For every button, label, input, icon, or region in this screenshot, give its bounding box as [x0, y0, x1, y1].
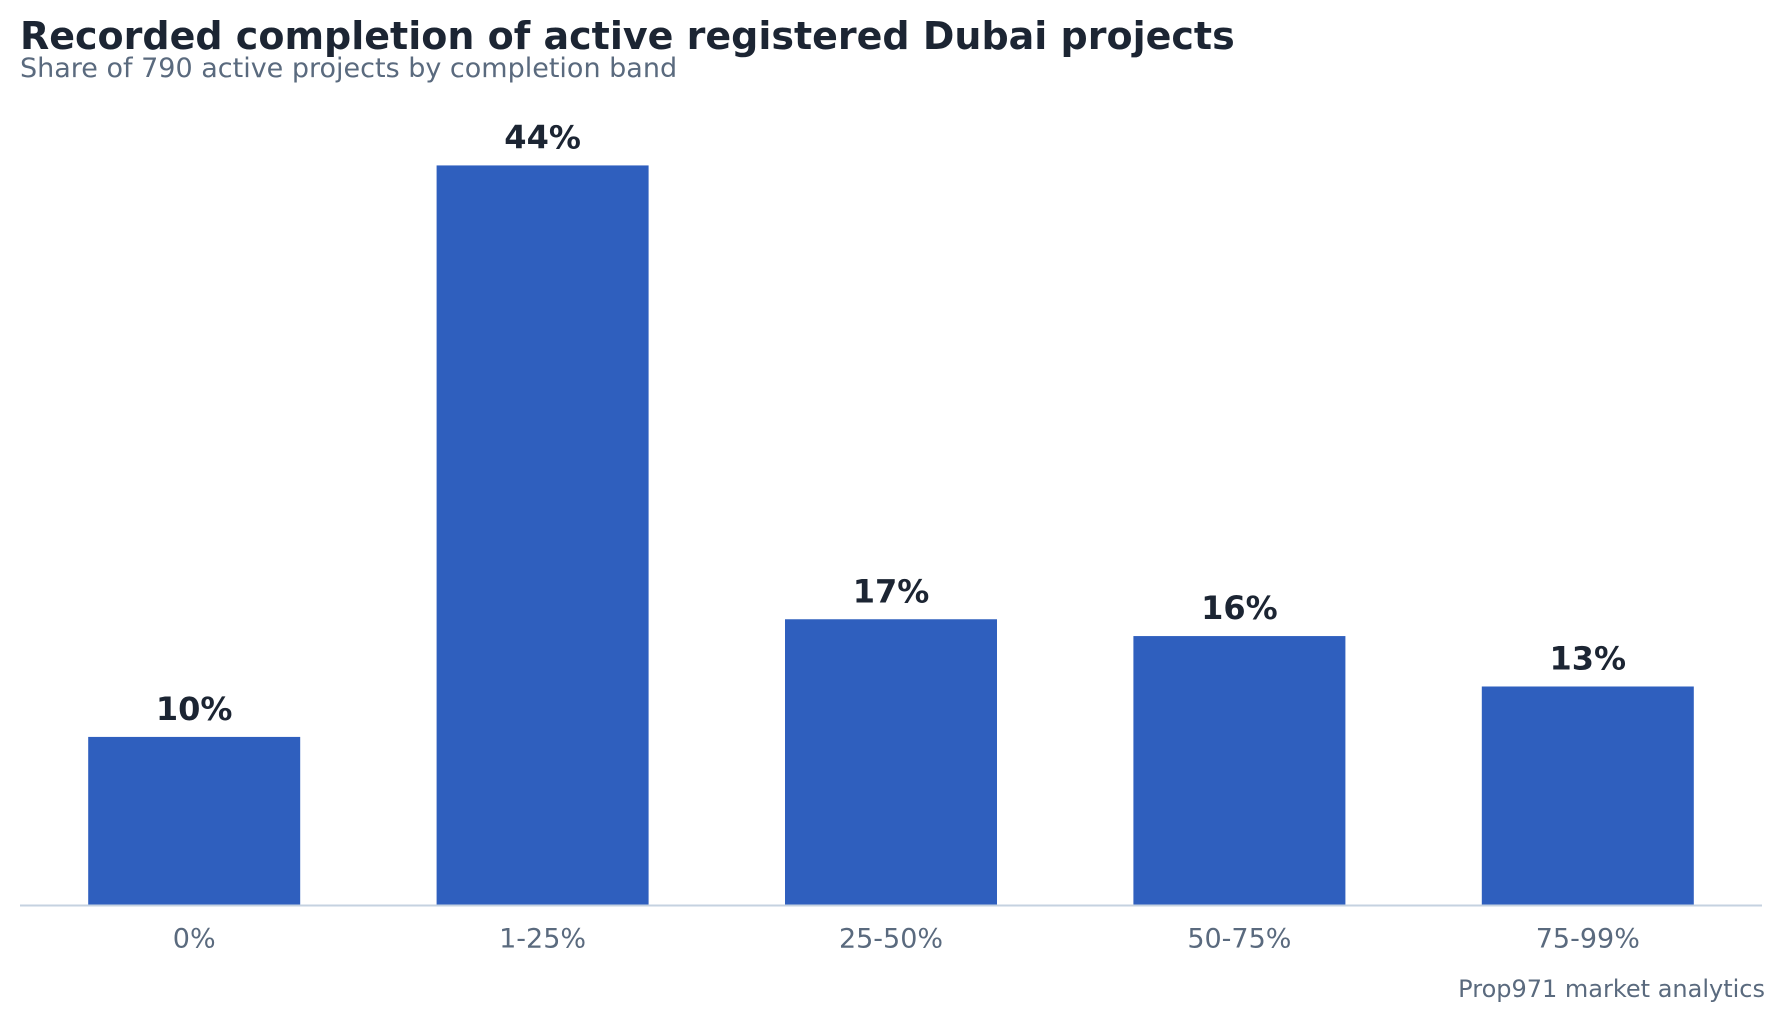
x-tick-label-0: 0%	[173, 924, 216, 955]
bar-0	[88, 736, 301, 905]
x-tick-label-4: 75-99%	[1536, 924, 1640, 955]
chart-subtitle: Share of 790 active projects by completi…	[20, 53, 678, 84]
bar-3	[1133, 636, 1346, 905]
bar-2	[785, 619, 997, 905]
bars-layer	[88, 165, 1694, 905]
x-tick-label-2: 25-50%	[839, 924, 943, 955]
x-tick-label-1: 1-25%	[499, 924, 586, 955]
bar-4	[1481, 686, 1694, 905]
value-label-1: 44%	[504, 118, 581, 156]
value-label-0: 10%	[156, 690, 233, 728]
bar-1	[436, 165, 649, 905]
x-tick-label-3: 50-75%	[1187, 924, 1291, 955]
source-note: Prop971 market analytics	[1458, 975, 1765, 1003]
value-label-2: 17%	[853, 572, 930, 610]
value-label-4: 13%	[1550, 639, 1627, 677]
x-tick-labels-layer: 0% 1-25% 25-50% 50-75% 75-99%	[173, 924, 1640, 955]
value-labels-layer: 10% 44% 17% 16% 13%	[156, 118, 1626, 727]
value-label-3: 16%	[1201, 589, 1278, 627]
chart-title: Recorded completion of active registered…	[20, 14, 1235, 58]
